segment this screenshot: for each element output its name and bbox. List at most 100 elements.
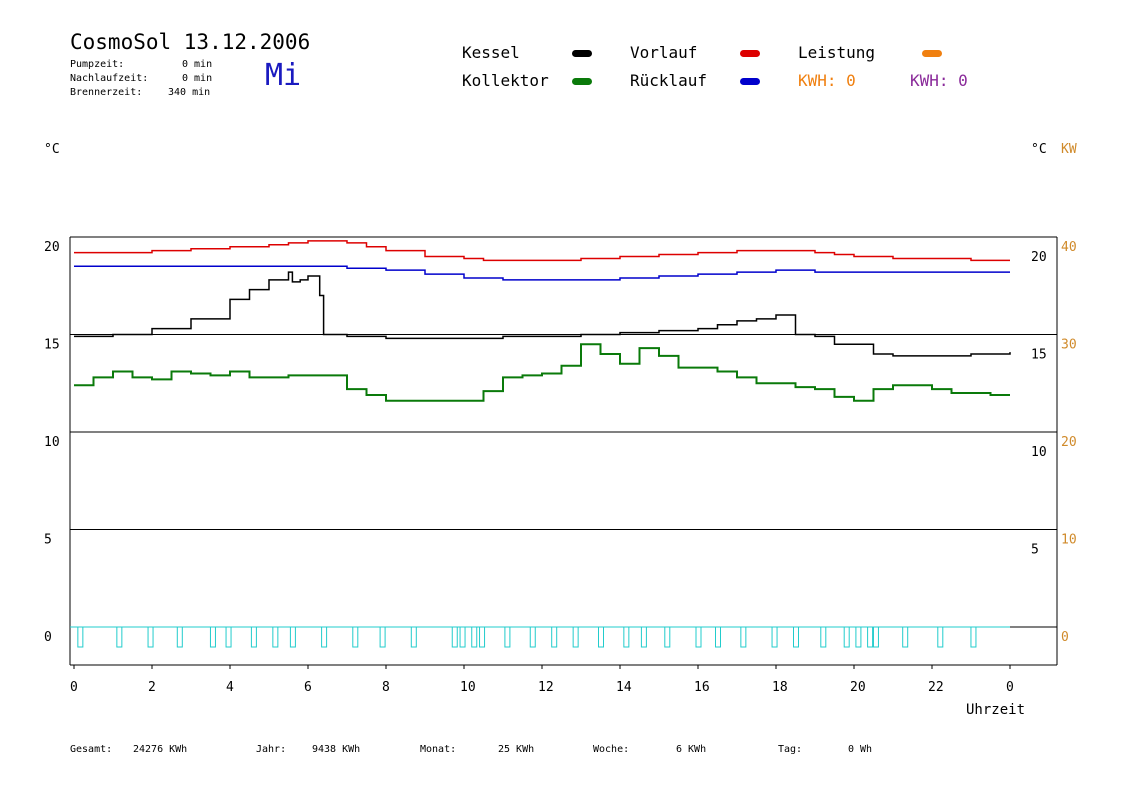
y-tick-right-c: 15 <box>1031 348 1047 363</box>
pump-pulse <box>321 626 328 648</box>
legend-vorlauf: Vorlauf <box>630 43 698 62</box>
footer-woche-label: Woche: <box>593 744 630 755</box>
legend-kwh-2: KWH: 0 <box>910 71 968 90</box>
legend-kessel: Kessel <box>462 43 520 62</box>
pump-pulse <box>272 626 279 648</box>
y-tick-right-kw: 20 <box>1061 435 1077 450</box>
y-tick-right-kw: 30 <box>1061 338 1077 353</box>
x-tick-label: 18 <box>772 680 788 695</box>
pump-pulse <box>598 626 604 648</box>
x-tick-label: 6 <box>304 680 312 695</box>
footer-monat-label: Monat: <box>420 744 457 755</box>
y-tick-left: 10 <box>44 435 60 450</box>
nachlaufzeit-value: 0 min <box>182 73 213 84</box>
legend-leistung: Leistung <box>798 43 876 62</box>
pump-pulse <box>451 626 458 648</box>
footer-jahr-value: 9438 KWh <box>312 744 361 755</box>
series-kessel <box>74 271 1011 357</box>
right-axis-unit-kw: KW <box>1061 142 1077 157</box>
pump-pulse <box>250 626 257 648</box>
pump-pulses <box>77 626 977 648</box>
pump-pulse <box>937 626 944 648</box>
x-tick-label: 0 <box>1006 680 1014 695</box>
chart-title: CosmoSol 13.12.2006 <box>70 30 311 54</box>
pump-pulse <box>225 626 232 648</box>
pump-pulse <box>793 626 799 648</box>
y-tick-right-kw: 40 <box>1061 240 1077 255</box>
brennerzeit-value: 340 min <box>168 87 211 98</box>
footer-tag-value: 0 Wh <box>848 744 873 755</box>
y-tick-left: 20 <box>44 240 60 255</box>
pump-pulse <box>623 626 630 648</box>
pump-pulse <box>715 626 721 648</box>
pump-pulse <box>352 626 359 648</box>
pump-pulse <box>572 626 579 648</box>
x-tick-label: 8 <box>382 680 390 695</box>
pump-pulse <box>504 626 511 648</box>
legend-kessel-swatch <box>572 50 592 57</box>
y-tick-right-c: 20 <box>1031 250 1047 265</box>
pump-pulse <box>740 626 747 648</box>
x-tick-label: 14 <box>616 680 632 695</box>
x-axis-label: Uhrzeit <box>966 702 1025 718</box>
x-tick-label: 16 <box>694 680 710 695</box>
footer-jahr-label: Jahr: <box>256 744 287 755</box>
x-tick-label: 0 <box>70 680 78 695</box>
x-tick-label: 4 <box>226 680 234 695</box>
footer-tag-label: Tag: <box>778 744 803 755</box>
pump-pulse <box>77 626 84 648</box>
x-tick-label: 22 <box>928 680 944 695</box>
pump-pulse <box>867 626 874 648</box>
y-tick-right-c: 10 <box>1031 445 1047 460</box>
chart-grid <box>69 236 1058 666</box>
pump-pulse <box>664 626 671 648</box>
x-tick-label: 12 <box>538 680 554 695</box>
nachlaufzeit-label: Nachlaufzeit: <box>70 73 149 84</box>
pump-pulse <box>471 626 478 648</box>
pump-pulse <box>820 626 827 648</box>
pump-pulse <box>379 626 386 648</box>
brennerzeit-label: Brennerzeit: <box>70 87 143 98</box>
pump-pulse <box>902 626 909 648</box>
legend-ruecklauf: Rücklauf <box>630 71 708 90</box>
right-axis-unit-c: °C <box>1031 142 1047 157</box>
y-tick-left: 5 <box>44 533 52 548</box>
series-ruecklauf <box>74 265 1010 281</box>
pump-pulse <box>843 626 850 648</box>
legend-kwh-1: KWH: 0 <box>798 71 856 90</box>
pump-pulse <box>116 626 123 648</box>
chart-series <box>74 240 1011 402</box>
pump-pulse <box>872 626 879 648</box>
y-tick-right-kw: 10 <box>1061 533 1077 548</box>
pump-pulse <box>147 626 154 648</box>
pump-pulse <box>855 626 862 648</box>
pumpzeit-value: 0 min <box>182 59 213 70</box>
pump-pulse <box>410 626 417 648</box>
pump-pulse <box>209 626 216 648</box>
pump-pulse <box>289 626 296 648</box>
legend-vorlauf-swatch <box>740 50 760 57</box>
footer-gesamt-label: Gesamt: <box>70 744 113 755</box>
chart-ticks: 20 15 10 5 0 20 15 10 5 40 30 20 10 0 0 2 4 6 8 10 12 14 16 18 2… <box>44 240 1077 695</box>
pump-pulse <box>771 626 778 648</box>
pump-pulse <box>529 626 536 648</box>
left-axis-unit: °C <box>44 142 60 157</box>
legend-kollektor-swatch <box>572 78 592 85</box>
pumpzeit-label: Pumpzeit: <box>70 59 125 70</box>
legend-ruecklauf-swatch <box>740 78 760 85</box>
footer-gesamt-value: 24276 KWh <box>133 744 188 755</box>
y-tick-right-c: 5 <box>1031 543 1039 558</box>
pump-pulse <box>459 626 466 648</box>
weekday: Mi <box>265 58 302 93</box>
x-tick-label: 10 <box>460 680 476 695</box>
x-tick-label: 2 <box>148 680 156 695</box>
series-kollektor <box>74 343 1010 402</box>
footer-woche-value: 6 KWh <box>676 744 707 755</box>
pump-pulse <box>176 626 183 648</box>
pump-pulse <box>551 626 558 648</box>
y-tick-right-kw: 0 <box>1061 630 1069 645</box>
legend-kollektor: Kollektor <box>462 71 549 90</box>
series-vorlauf <box>74 240 1010 262</box>
pump-pulse <box>695 626 702 648</box>
